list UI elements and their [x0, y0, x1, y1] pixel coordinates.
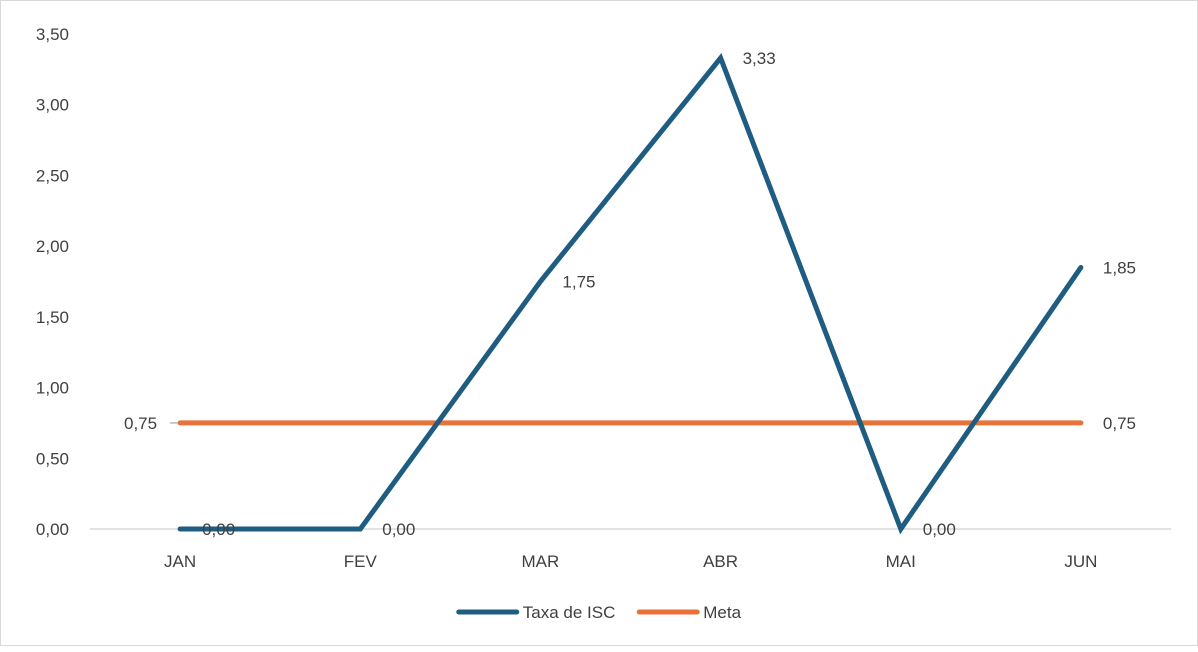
- x-axis: JAN FEV MAR ABR MAI JUN: [164, 552, 1097, 571]
- x-tick-label: JUN: [1064, 552, 1097, 571]
- x-tick-label: FEV: [344, 552, 378, 571]
- y-tick-label: 1,00: [36, 379, 69, 398]
- y-tick-label: 2,50: [36, 166, 69, 185]
- data-label-taxa: 1,85: [1103, 258, 1136, 277]
- data-label-taxa: 3,33: [743, 49, 776, 68]
- data-labels: 0,00 0,00 1,75 3,33 0,00 1,85 0,75 0,75: [124, 49, 1136, 539]
- legend-item: Meta: [636, 603, 742, 622]
- data-label-taxa: 1,75: [562, 273, 595, 292]
- data-label-taxa: 0,00: [382, 520, 415, 539]
- series-line-taxa-de-isc: [177, 53, 1084, 535]
- x-tick-label: JAN: [164, 552, 196, 571]
- y-tick-label: 0,00: [36, 520, 69, 539]
- data-label-taxa: 0,00: [202, 520, 235, 539]
- series-lines: [170, 53, 1084, 535]
- data-label-taxa: 0,00: [923, 520, 956, 539]
- y-axis: 0,00 0,50 1,00 1,50 2,00 2,50 3,00 3,50: [36, 25, 69, 539]
- y-tick-label: 2,00: [36, 237, 69, 256]
- legend-label: Taxa de ISC: [523, 603, 616, 622]
- x-tick-label: ABR: [703, 552, 738, 571]
- legend-item: Taxa de ISC: [456, 603, 616, 622]
- y-tick-label: 0,50: [36, 449, 69, 468]
- legend: Taxa de ISC Meta: [456, 603, 742, 622]
- x-tick-label: MAR: [522, 552, 560, 571]
- y-tick-label: 3,00: [36, 96, 69, 115]
- y-tick-label: 1,50: [36, 308, 69, 327]
- data-label-meta: 0,75: [1103, 414, 1136, 433]
- x-tick-label: MAI: [886, 552, 916, 571]
- data-label-meta: 0,75: [124, 414, 157, 433]
- y-tick-label: 3,50: [36, 25, 69, 44]
- legend-label: Meta: [703, 603, 741, 622]
